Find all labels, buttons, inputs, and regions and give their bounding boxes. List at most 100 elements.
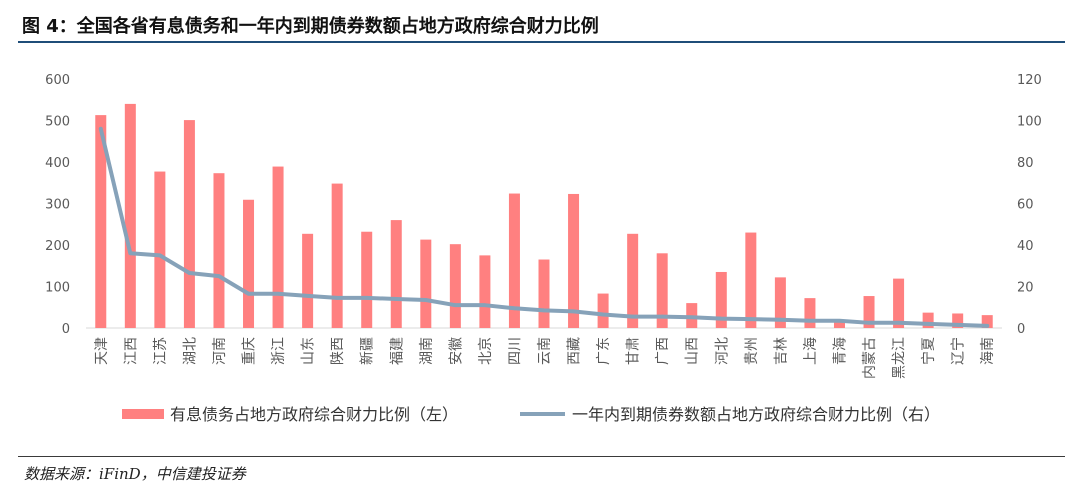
- bar-福建: [390, 220, 402, 328]
- left-tick-label: 500: [45, 115, 70, 130]
- line-point-重庆: [246, 291, 251, 296]
- bar-series: [95, 103, 993, 329]
- line-point-天津: [98, 127, 103, 131]
- category-label: 宁夏: [920, 337, 937, 365]
- bar-重庆: [243, 199, 255, 328]
- line-point-上海: [808, 318, 812, 323]
- line-point-山东: [305, 294, 310, 298]
- bar-吉林: [774, 277, 786, 328]
- source-note: 数据来源：iFinD，中信建投证券: [24, 465, 246, 483]
- category-label: 河北: [714, 337, 730, 365]
- bar-上海: [804, 298, 816, 328]
- line-point-内蒙古: [867, 321, 871, 325]
- category-label: 湖北: [182, 337, 198, 365]
- line-point-安徽: [453, 303, 458, 307]
- legend-bar-label: 有息债务占地方政府综合财力比例（左）: [170, 405, 458, 424]
- category-label: 辽宁: [950, 337, 967, 365]
- right-tick-label: 80: [1017, 156, 1034, 171]
- bar-湖北: [183, 120, 195, 328]
- line-point-四川: [512, 306, 517, 311]
- line-point-福建: [394, 297, 399, 301]
- category-label: 广西: [655, 337, 671, 365]
- bar-江苏: [154, 171, 166, 328]
- right-tick-label: 60: [1017, 198, 1034, 213]
- category-label: 江苏: [153, 337, 169, 365]
- line-point-云南: [542, 308, 546, 313]
- bar-内蒙古: [863, 296, 875, 328]
- x-axis-category-labels: 天津 江西 江苏 湖北 河南 重庆 浙江 山东 陕西 新疆 福建 湖南 安徽 北京 四川 云南 西藏 广东 甘肃 广西…: [94, 337, 996, 379]
- left-tick-label: 600: [45, 73, 70, 88]
- category-label: 青海: [832, 337, 848, 365]
- line-point-宁夏: [926, 322, 930, 326]
- left-tick-label: 0: [62, 322, 70, 337]
- bar-海南: [981, 315, 993, 328]
- category-label: 天津: [94, 337, 110, 365]
- left-tick-label: 100: [45, 281, 70, 296]
- bar-云南: [538, 259, 550, 328]
- line-point-广东: [601, 312, 605, 317]
- right-tick-label: 0: [1017, 322, 1025, 337]
- bar-湖南: [420, 239, 432, 328]
- bar-天津: [95, 115, 107, 328]
- category-label: 黑龙江: [892, 337, 908, 379]
- bar-北京: [479, 255, 491, 329]
- right-axis-tick-labels: 0 20 40 60 80 100 120: [1017, 73, 1042, 337]
- line-point-江西: [128, 251, 133, 256]
- bar-陕西: [331, 183, 343, 328]
- bar-四川: [508, 193, 520, 328]
- category-label: 湖南: [419, 337, 435, 365]
- category-label: 浙江: [271, 337, 287, 365]
- category-label: 西藏: [567, 337, 583, 365]
- legend-item-line: 一年内到期债券数额占地方政府综合财力比例（右）: [520, 405, 940, 424]
- left-tick-label: 400: [45, 156, 70, 171]
- left-tick-label: 200: [45, 239, 70, 254]
- bar-山东: [302, 233, 314, 328]
- line-point-吉林: [778, 317, 783, 322]
- bar-浙江: [272, 166, 284, 328]
- bar-河南: [213, 173, 225, 328]
- line-point-青海: [837, 318, 842, 323]
- category-label: 四川: [507, 337, 523, 365]
- bar-宁夏: [922, 312, 934, 328]
- category-label: 福建: [389, 337, 405, 365]
- category-label: 上海: [803, 337, 819, 365]
- left-tick-label: 300: [45, 198, 70, 213]
- category-label: 新疆: [360, 337, 376, 365]
- line-point-江苏: [158, 253, 162, 258]
- bar-甘肃: [627, 233, 639, 328]
- line-point-新疆: [364, 296, 369, 300]
- line-point-北京: [483, 303, 487, 307]
- category-label: 云南: [537, 337, 553, 365]
- line-point-河南: [217, 274, 221, 278]
- bar-江西: [124, 103, 136, 329]
- category-label: 广东: [596, 337, 612, 365]
- category-label: 重庆: [242, 337, 258, 365]
- category-label: 山西: [685, 337, 701, 365]
- bar-黑龙江: [893, 278, 905, 328]
- line-point-河北: [719, 316, 724, 321]
- line-point-广西: [660, 314, 664, 319]
- line-point-湖北: [187, 271, 192, 275]
- legend-item-bar: 有息债务占地方政府综合财力比例（左）: [122, 405, 458, 424]
- title-underline: [18, 41, 1065, 43]
- footer-divider: [18, 456, 1065, 457]
- category-label: 河南: [212, 337, 228, 365]
- right-tick-label: 120: [1017, 73, 1042, 88]
- line-point-海南: [985, 324, 990, 328]
- line-point-黑龙江: [896, 321, 901, 325]
- category-label: 吉林: [773, 337, 789, 365]
- bar-广西: [656, 253, 668, 328]
- category-label: 甘肃: [626, 337, 642, 365]
- line-series: [98, 126, 990, 328]
- left-axis-tick-labels: 0 100 200 300 400 500 600: [45, 73, 70, 337]
- line-point-贵州: [749, 317, 753, 321]
- line-point-辽宁: [955, 323, 960, 327]
- category-label: 江西: [123, 337, 139, 365]
- line-point-湖南: [424, 298, 428, 302]
- bar-安徽: [449, 244, 461, 328]
- bar-辽宁: [952, 313, 964, 328]
- bar-河北: [715, 271, 727, 328]
- category-label: 贵州: [744, 337, 760, 365]
- bar-青海: [833, 319, 845, 328]
- bar-新疆: [361, 231, 373, 328]
